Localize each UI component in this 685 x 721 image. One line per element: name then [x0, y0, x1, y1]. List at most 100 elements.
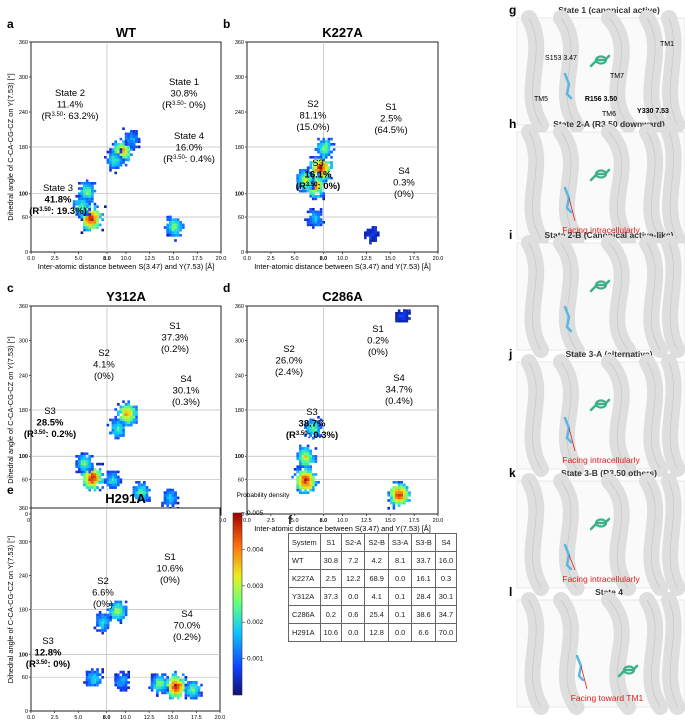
heatmap-cell	[314, 195, 318, 198]
heatmap-cell	[171, 234, 175, 237]
heatmap-cell	[395, 494, 398, 497]
heatmap-cell	[80, 192, 84, 195]
heatmap-cell	[317, 166, 320, 169]
heatmap-cell	[312, 189, 315, 193]
heatmap-cell	[322, 176, 325, 180]
heatmap-cell	[195, 694, 198, 697]
heatmap-cell	[184, 686, 188, 689]
heatmap-cell	[174, 226, 177, 229]
heatmap-cell	[111, 423, 115, 427]
heatmap-cell	[317, 223, 320, 227]
heatmap-cell	[312, 210, 315, 214]
heatmap-cell	[96, 470, 99, 474]
heatmap-cell	[93, 189, 97, 193]
heatmap-cell	[304, 483, 307, 487]
heatmap-cell	[130, 418, 133, 422]
heatmap-cell	[192, 681, 195, 684]
annotation-line: (R3.50: 0.4%)	[163, 154, 215, 165]
heatmap-cell	[184, 676, 188, 679]
heatmap-cell	[101, 616, 104, 619]
heatmap-cell	[296, 470, 299, 474]
heatmap-cell	[130, 140, 133, 143]
heatmap-cell	[405, 317, 409, 320]
heatmap-cell	[88, 486, 91, 489]
superscript: 3.50	[34, 430, 46, 436]
heatmap-cell	[301, 491, 305, 494]
heatmap-cell	[405, 319, 409, 323]
heatmap-cell	[114, 156, 117, 159]
heatmap-cell	[171, 681, 175, 684]
heatmap-cell	[317, 218, 320, 221]
heatmap-cell	[111, 156, 115, 159]
heatmap-cell	[91, 221, 94, 224]
heatmap-cell	[171, 676, 175, 679]
heatmap-cell	[122, 613, 125, 617]
heatmap-cell	[117, 600, 120, 604]
heatmap-cell	[124, 158, 128, 162]
heatmap-cell	[296, 182, 299, 185]
heatmap-cell	[179, 678, 182, 682]
heatmap-cell	[117, 478, 120, 481]
heatmap-cell	[309, 475, 312, 479]
heatmap-cell	[306, 483, 310, 487]
heatmap-cell	[309, 473, 312, 476]
heatmap-cell	[309, 192, 312, 195]
heatmap-cell	[166, 681, 169, 684]
heatmap-cell	[78, 208, 81, 211]
heatmap-cell	[75, 200, 78, 203]
heatmap-cell	[306, 176, 310, 180]
heatmap-cell	[309, 156, 312, 159]
heatmap-cell	[85, 210, 89, 214]
heatmap-cell	[119, 143, 123, 146]
heatmap-cell	[75, 460, 78, 463]
x-tick-label: 20.0	[216, 256, 227, 262]
heatmap-cell	[176, 226, 180, 229]
heatmap-cell	[392, 496, 396, 500]
heatmap-cell	[176, 676, 180, 679]
heatmap-cell	[135, 416, 138, 419]
heatmap-cell	[117, 421, 120, 424]
heatmap-cell	[111, 429, 115, 432]
heatmap-cell	[143, 491, 146, 494]
heatmap-cell	[83, 187, 86, 190]
heatmap-cell	[117, 413, 120, 416]
heatmap-cell	[369, 236, 372, 240]
heatmap-cell	[301, 189, 305, 193]
annotation-line: (0.4%)	[385, 396, 413, 407]
heatmap-cell	[104, 205, 107, 208]
heatmap-cell	[166, 226, 169, 229]
heatmap-cell	[119, 431, 123, 435]
heatmap-cell	[390, 501, 393, 505]
heatmap-cell	[91, 200, 94, 203]
heatmap-cell	[192, 683, 195, 687]
x-tick-label: 8.0	[320, 256, 328, 262]
y-tick-label: 240	[19, 110, 28, 116]
heatmap-cell	[124, 140, 128, 143]
heatmap-cell	[114, 416, 117, 419]
heatmap-cell	[156, 694, 159, 697]
heatmap-cell	[330, 163, 333, 167]
heatmap-cell	[88, 481, 91, 484]
heatmap-cell	[304, 447, 307, 450]
heatmap-cell	[83, 452, 86, 455]
heatmap-cell	[166, 494, 169, 497]
heatmap-cell	[83, 218, 86, 221]
heatmap-cell	[322, 169, 325, 172]
heatmap-cell	[400, 488, 403, 492]
heatmap-cell	[314, 460, 318, 463]
heatmap-cell	[171, 494, 175, 497]
heatmap-cell	[405, 488, 409, 492]
heatmap-cell	[96, 629, 99, 632]
heatmap-cell	[85, 192, 89, 195]
annotation-line: S2	[307, 99, 319, 110]
annotation-line: 16.0%	[176, 143, 203, 154]
heatmap-cell	[85, 475, 89, 479]
panel-letter: c	[7, 281, 14, 295]
heatmap-cell	[403, 319, 406, 323]
heatmap-cell	[80, 462, 84, 466]
heatmap-cell	[314, 481, 318, 484]
heatmap-cell	[301, 452, 305, 455]
heatmap-cell	[153, 676, 156, 679]
annotation-s3: S3 28.5% (R3.50: 0.2%)	[24, 406, 76, 440]
